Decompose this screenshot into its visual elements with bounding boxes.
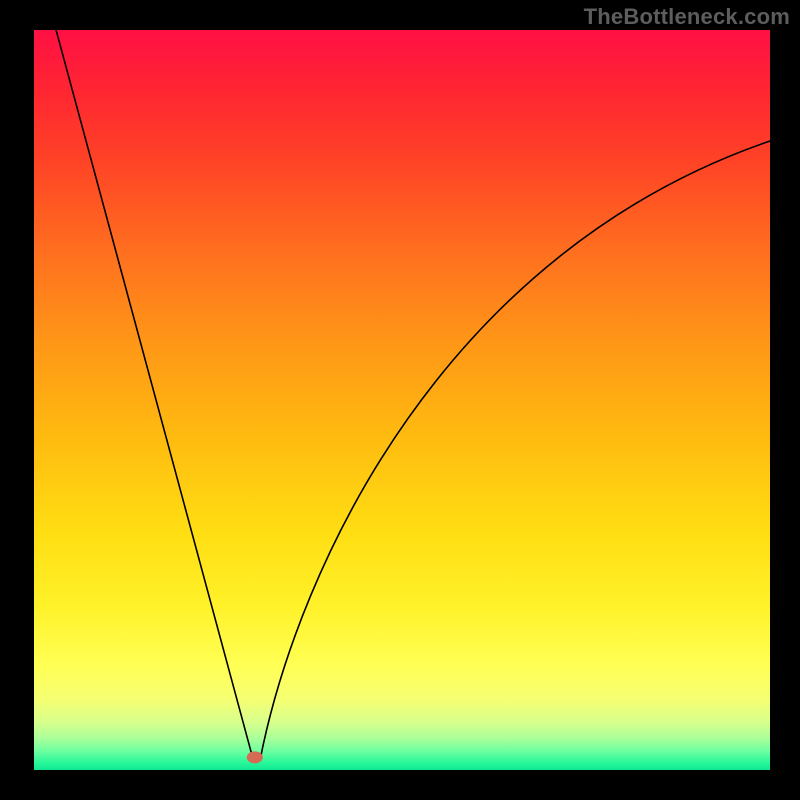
gradient-background [34, 30, 770, 770]
chart-root: TheBottleneck.com [0, 0, 800, 800]
chart-svg [34, 30, 770, 770]
bottleneck-marker [247, 751, 263, 763]
plot-area [34, 30, 770, 770]
watermark-text: TheBottleneck.com [584, 4, 790, 30]
